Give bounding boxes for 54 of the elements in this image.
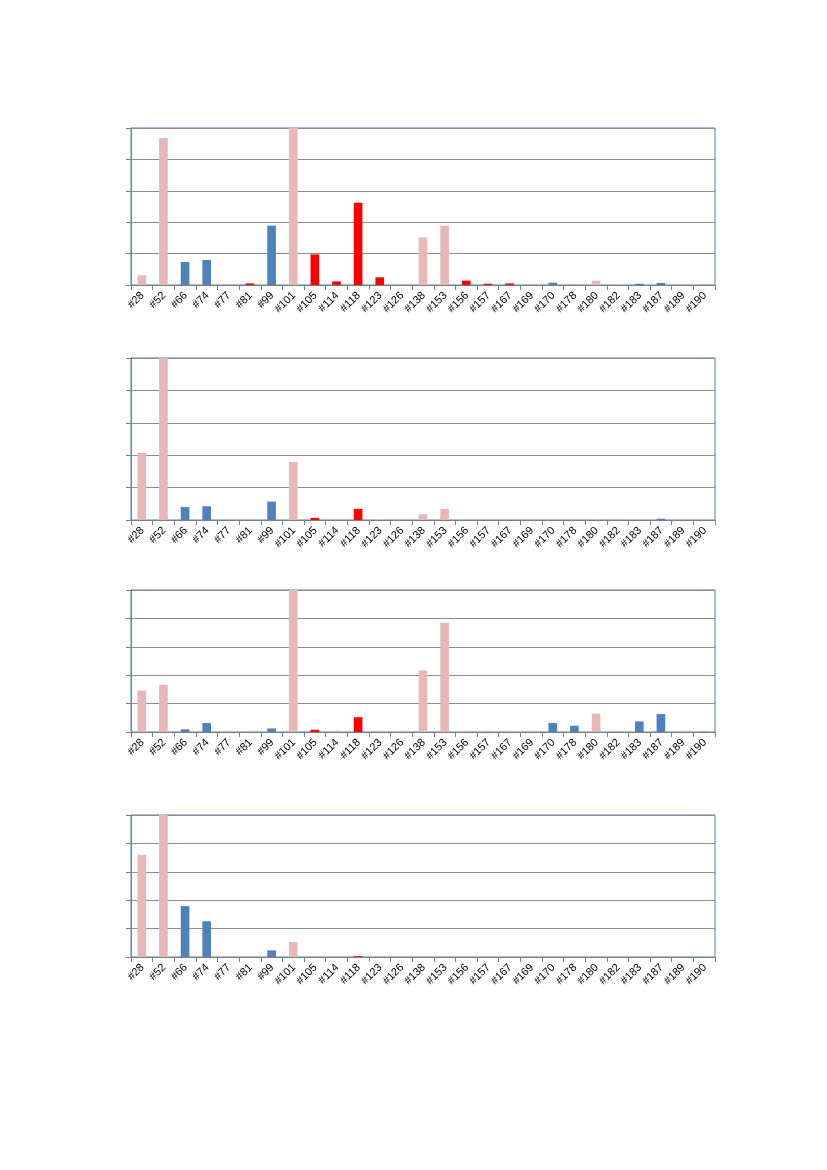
x-tick-label: #77 (211, 735, 233, 758)
x-tick-label: #28 (124, 960, 147, 983)
bar (288, 128, 298, 285)
x-tick-label: #28 (124, 523, 147, 546)
bar (461, 280, 471, 285)
bar (353, 508, 363, 520)
bar (288, 461, 298, 520)
bar (353, 717, 363, 732)
bar (440, 225, 449, 285)
bar (591, 713, 601, 732)
bar (159, 138, 168, 285)
bar (137, 690, 147, 732)
bar (332, 281, 341, 285)
x-tick-label: #66 (167, 960, 190, 983)
bar (418, 237, 428, 285)
x-tick-label: #52 (146, 960, 168, 983)
x-tick-label: #66 (167, 288, 190, 311)
bar (375, 277, 385, 285)
x-tick-label: #77 (211, 523, 233, 546)
bar (353, 202, 363, 285)
x-tick-label: #28 (124, 735, 147, 758)
x-tick-label: #66 (167, 523, 190, 546)
bar (288, 941, 298, 957)
bar (440, 508, 449, 520)
x-tick-label: #81 (232, 523, 255, 546)
x-tick-label: #52 (146, 523, 168, 546)
bar (418, 670, 428, 732)
x-tick-label: #52 (146, 288, 168, 311)
x-tick-label: #99 (254, 960, 276, 983)
bar (159, 358, 168, 520)
bar (288, 590, 298, 732)
bar (137, 275, 147, 285)
x-tick-label: #28 (124, 288, 147, 311)
bar (159, 815, 168, 957)
x-tick-label: #81 (232, 288, 255, 311)
x-tick-label: #81 (232, 960, 255, 983)
x-tick-label: #77 (211, 960, 233, 983)
x-tick-label: #99 (254, 288, 276, 311)
bar (159, 684, 168, 732)
x-tick-label: #77 (211, 288, 233, 311)
bar (418, 514, 428, 520)
x-tick-label: #81 (232, 735, 255, 758)
bar (440, 622, 449, 732)
x-tick-label: #99 (254, 523, 276, 546)
x-tick-label: #74 (189, 735, 211, 758)
x-tick-label: #52 (146, 735, 168, 758)
bar (137, 854, 147, 957)
x-tick-label: #66 (167, 735, 190, 758)
x-tick-label: #74 (189, 960, 211, 983)
x-tick-label: #74 (189, 523, 211, 546)
x-tick-label: #74 (189, 288, 211, 311)
x-tick-label: #99 (254, 735, 276, 758)
bar (310, 254, 320, 285)
bar (137, 452, 147, 520)
